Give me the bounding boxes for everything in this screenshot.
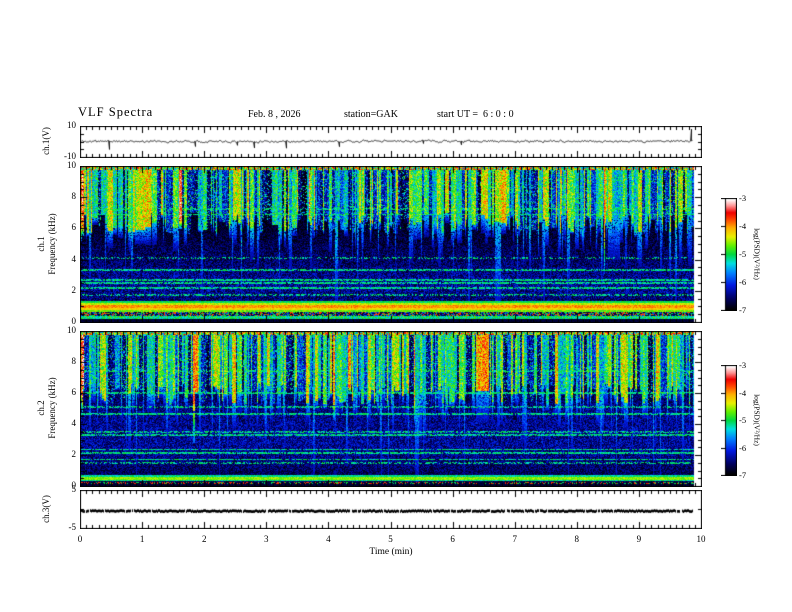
ch2-label: ch.2 [36,400,46,416]
colorbar-ch2-canvas [721,365,737,476]
ch2f-y-tick-label: 8 [71,356,77,366]
x-tick-label: 0 [77,534,83,544]
date-label: Feb. 8 , 2026 [248,109,301,120]
x-tick-label: 10 [696,534,706,544]
cb2-tick-label: -6 [739,442,747,453]
cb2-tick-label: -5 [739,415,747,425]
x-tick-label: 7 [512,534,517,544]
ch1f-y-tick-label: 8 [71,191,77,202]
cb2-tick-label: -4 [739,387,747,398]
ch1f-y-tick-label: 2 [71,284,77,295]
x-tick-label: 6 [450,534,455,544]
ch2f-y-tick-label: 4 [71,418,77,428]
cb1-tick-label: -7 [739,305,747,315]
x-tick-label: 8 [574,534,580,544]
cb1-tick-label: -4 [739,221,747,231]
ch1v-axis-label: ch.1(V) [41,127,51,155]
x-tick-label: 4 [326,534,331,544]
ch2f-y-tick-label: 6 [71,387,77,397]
ch2-spectrogram-canvas [80,331,702,487]
colorbar-ch2-label: log(PSD)(V²/Hz) [752,394,762,446]
ch1-label: ch.1 [36,236,46,252]
start-ut-label: start UT = 6 : 0 : 0 [437,109,514,120]
x-tick-label: 1 [139,534,145,544]
ch1f-y-tick-label: 4 [71,253,77,264]
frequency-khz-label: Frequency (kHz) [47,213,57,275]
cb1-tick-label: -5 [739,249,747,259]
colorbar-ch1-label: log(PSD)(V²/Hz) [752,228,762,280]
frequency-khz-label: Frequency (kHz) [47,377,57,439]
ch1-spectrogram-canvas [80,166,702,323]
cb2-tick-label: -3 [739,360,747,370]
ch3v-y-tick-label: -5 [68,522,77,532]
figure-title: VLF Spectra [78,105,154,119]
ch1v-y-tick-label: -10 [64,151,76,161]
time-axis-label: Time (min) [369,547,413,557]
x-tick-label: 2 [201,534,207,544]
x-tick-label: 3 [264,534,269,544]
ch1-waveform-canvas [80,126,702,158]
x-tick-label: 9 [636,534,642,544]
ch3v-axis-label: ch.3(V) [41,495,51,523]
x-tick-label: 5 [388,534,393,544]
ch2f-y-tick-label: 0 [71,480,77,490]
colorbar-ch1-canvas [721,198,737,311]
ch2f-y-tick-label: 10 [67,325,76,335]
ch1f-y-tick-label: 10 [67,160,76,170]
cb1-tick-label: -3 [739,193,747,203]
ch1f-y-tick-label: 6 [71,222,77,233]
cb2-tick-label: -7 [739,470,747,480]
ch2f-y-tick-label: 2 [71,449,77,459]
ch1f-y-tick-label: 0 [71,316,77,326]
ch1-frequency-axis-label: ch.1 Frequency (kHz) [36,164,58,324]
ch3v-y-tick-label: 5 [71,484,77,494]
ch2-frequency-axis-label: ch.2 Frequency (kHz) [36,328,58,488]
ch3-waveform-canvas [80,490,702,529]
cb1-tick-label: -6 [739,277,747,287]
station-label: station=GAK [344,109,398,120]
ch1v-y-tick-label: 10 [67,120,76,130]
